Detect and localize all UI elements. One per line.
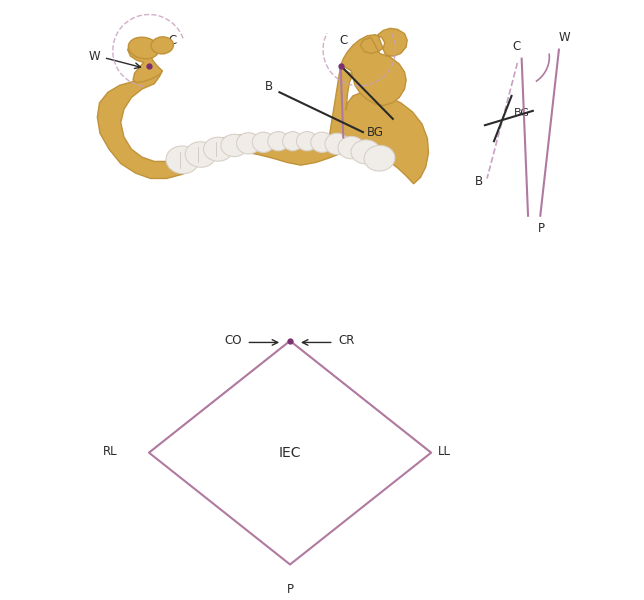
Text: BG: BG xyxy=(514,108,529,118)
Text: CO: CO xyxy=(225,334,242,347)
Ellipse shape xyxy=(364,145,395,171)
Ellipse shape xyxy=(283,131,303,151)
Text: C: C xyxy=(512,40,520,53)
Text: CR: CR xyxy=(338,334,354,347)
Ellipse shape xyxy=(166,146,199,174)
Text: B: B xyxy=(475,175,483,188)
Ellipse shape xyxy=(204,137,233,161)
Text: IEC: IEC xyxy=(279,446,301,460)
Ellipse shape xyxy=(252,132,274,152)
Text: C: C xyxy=(169,34,177,47)
Polygon shape xyxy=(97,65,428,184)
Ellipse shape xyxy=(151,37,173,54)
Text: P: P xyxy=(287,583,294,596)
Text: LL: LL xyxy=(438,445,451,458)
Ellipse shape xyxy=(128,37,159,59)
Text: BG: BG xyxy=(367,125,384,139)
Ellipse shape xyxy=(311,132,333,152)
Ellipse shape xyxy=(236,133,261,154)
Text: W: W xyxy=(558,31,570,44)
Text: W: W xyxy=(88,50,100,62)
Ellipse shape xyxy=(268,131,289,151)
Text: P: P xyxy=(538,222,545,235)
Ellipse shape xyxy=(338,136,365,159)
Polygon shape xyxy=(341,28,407,106)
Polygon shape xyxy=(128,39,162,83)
Ellipse shape xyxy=(185,142,216,167)
Text: B: B xyxy=(265,80,273,94)
Text: RL: RL xyxy=(102,445,117,458)
Ellipse shape xyxy=(325,133,349,155)
Text: P: P xyxy=(348,140,355,153)
Ellipse shape xyxy=(296,131,317,151)
Text: C: C xyxy=(339,34,347,47)
Ellipse shape xyxy=(221,134,247,157)
Ellipse shape xyxy=(351,140,381,164)
